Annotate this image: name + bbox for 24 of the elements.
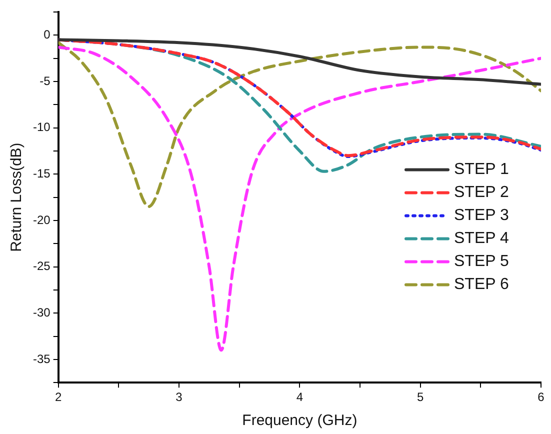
y-tick-label: 0 bbox=[44, 27, 51, 42]
y-tick-label: -30 bbox=[33, 305, 51, 320]
x-tick-label: 5 bbox=[416, 390, 424, 404]
y-tick-label: -35 bbox=[33, 352, 51, 366]
legend-label: STEP 5 bbox=[454, 253, 509, 270]
x-tick-label: 4 bbox=[296, 390, 304, 404]
legend-label: STEP 1 bbox=[454, 161, 509, 178]
legend-label: STEP 6 bbox=[454, 276, 509, 294]
line-series bbox=[58, 38, 541, 86]
y-tick-label: -10 bbox=[33, 120, 51, 134]
x-tick-label: 3 bbox=[176, 390, 183, 404]
y-tick-label: -5 bbox=[40, 74, 51, 88]
y-tick-label: -15 bbox=[33, 166, 51, 180]
line-series bbox=[58, 46, 541, 352]
line-series bbox=[58, 41, 541, 208]
x-tick-label: 2 bbox=[55, 390, 62, 404]
x-tick-label: 6 bbox=[538, 390, 545, 404]
y-tick-label: -25 bbox=[33, 259, 51, 274]
x-axis-title: Frequency (GHz) bbox=[242, 412, 358, 430]
legend-label: STEP 2 bbox=[454, 184, 509, 202]
legend-label: STEP 3 bbox=[454, 207, 509, 224]
y-axis-title: Return Loss(dB) bbox=[8, 142, 26, 252]
legend-label: STEP 4 bbox=[454, 230, 509, 248]
y-tick-label: -20 bbox=[33, 212, 51, 227]
